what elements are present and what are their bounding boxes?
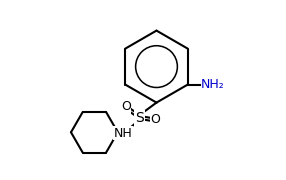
Text: NH: NH [114,127,133,140]
Text: S: S [135,111,144,125]
Text: O: O [121,100,131,113]
Text: NH₂: NH₂ [201,78,225,91]
Text: O: O [151,113,160,126]
